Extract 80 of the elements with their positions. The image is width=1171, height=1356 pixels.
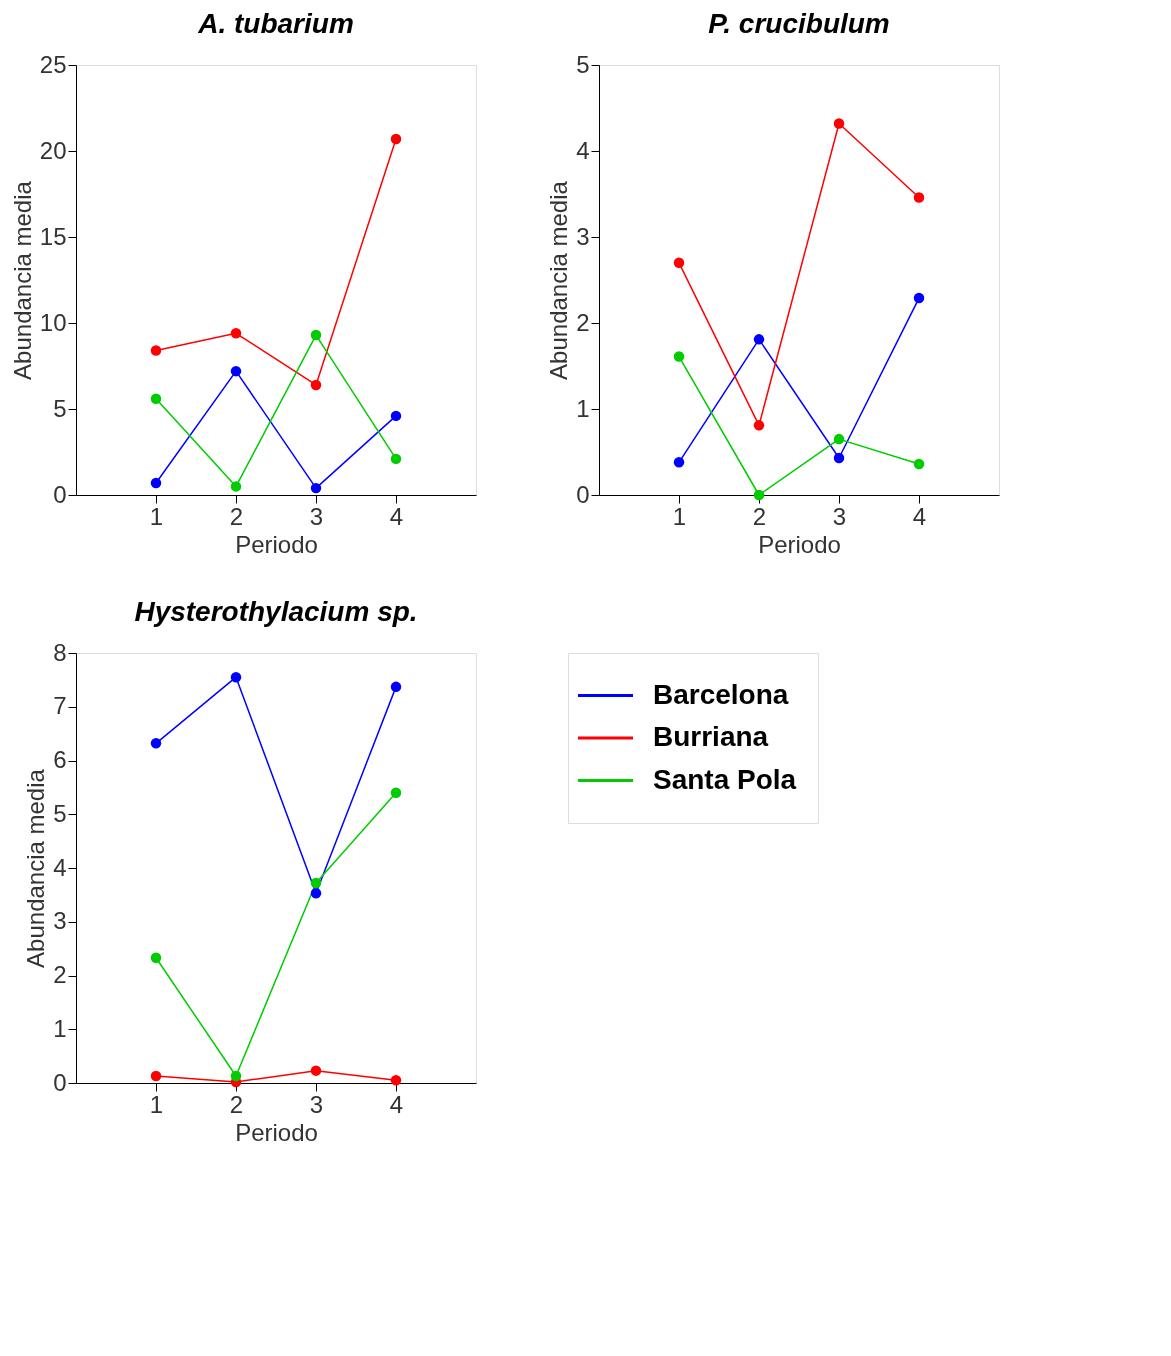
- point: [753, 489, 765, 501]
- y-tick-label: 25: [39, 50, 67, 78]
- y-tick-label: 1: [576, 394, 590, 422]
- point: [913, 458, 925, 470]
- point: [753, 334, 765, 345]
- point: [310, 329, 322, 341]
- point: [310, 482, 322, 494]
- x-tick-label: 3: [832, 502, 847, 530]
- legend-label: Burriana: [653, 721, 769, 752]
- point: [230, 671, 242, 683]
- x-axis-title: Periodo: [235, 530, 318, 558]
- x-tick-label: 1: [149, 502, 164, 530]
- point: [230, 328, 242, 339]
- point: [310, 888, 322, 899]
- point: [833, 118, 845, 129]
- y-tick-label: 5: [53, 394, 67, 422]
- y-tick-label: 6: [53, 746, 67, 773]
- point: [673, 351, 685, 362]
- point: [753, 420, 765, 431]
- y-axis-title: Abundancia media: [22, 768, 50, 968]
- chart-title: Hysterothylacium sp.: [134, 596, 418, 627]
- y-tick-label: 15: [39, 222, 67, 250]
- y-tick-label: 0: [53, 480, 67, 508]
- point: [390, 133, 402, 145]
- y-tick-label: 7: [53, 692, 67, 720]
- y-tick-label: 5: [53, 799, 67, 827]
- point: [673, 257, 685, 269]
- x-tick-label: 3: [309, 502, 324, 530]
- point: [150, 477, 162, 489]
- x-tick-label: 4: [912, 502, 927, 530]
- y-axis-title: Abundancia media: [8, 180, 36, 380]
- x-tick-label: 2: [752, 502, 767, 530]
- y-tick-label: 8: [53, 638, 67, 666]
- chart-title: P. crucibulum: [708, 8, 890, 39]
- y-tick-label: 2: [53, 961, 67, 988]
- point: [390, 787, 402, 798]
- y-tick-label: 4: [576, 136, 590, 164]
- y-tick-label: 0: [53, 1068, 67, 1096]
- y-tick-label: 20: [39, 136, 67, 164]
- y-tick-label: 0: [576, 480, 590, 508]
- y-axis-title: Abundancia media: [545, 180, 573, 380]
- y-tick-label: 3: [53, 907, 67, 935]
- point: [390, 410, 402, 422]
- y-tick-label: 4: [53, 853, 67, 881]
- y-tick-label: 2: [576, 308, 590, 336]
- x-tick-label: 2: [229, 1090, 244, 1118]
- point: [150, 393, 162, 404]
- point: [833, 433, 845, 445]
- x-tick-label: 1: [149, 1090, 164, 1118]
- x-tick-label: 2: [229, 502, 244, 530]
- x-tick-label: 4: [389, 502, 404, 530]
- x-tick-label: 1: [672, 502, 687, 530]
- point: [310, 379, 322, 391]
- point: [230, 481, 242, 492]
- y-tick-label: 1: [53, 1014, 67, 1042]
- point: [390, 1075, 402, 1086]
- point: [310, 1065, 322, 1076]
- point: [390, 453, 402, 465]
- point: [150, 1070, 162, 1082]
- x-tick-label: 4: [389, 1090, 404, 1118]
- chart-title: A. tubarium: [197, 8, 354, 39]
- y-tick-label: 3: [576, 222, 590, 250]
- point: [390, 681, 402, 693]
- point: [230, 365, 242, 377]
- y-tick-label: 5: [576, 50, 590, 78]
- point: [150, 952, 162, 963]
- point: [310, 877, 322, 889]
- legend-label: Santa Pola: [653, 763, 797, 795]
- x-axis-title: Periodo: [235, 1118, 318, 1146]
- point: [913, 192, 925, 203]
- y-tick-label: 10: [39, 308, 67, 336]
- point: [150, 738, 162, 749]
- point: [150, 345, 162, 356]
- point: [833, 452, 845, 464]
- legend-label: Barcelona: [653, 678, 789, 710]
- point: [230, 1070, 242, 1082]
- point: [673, 457, 685, 468]
- x-tick-label: 3: [309, 1090, 324, 1118]
- x-axis-title: Periodo: [758, 530, 841, 558]
- point: [913, 292, 925, 304]
